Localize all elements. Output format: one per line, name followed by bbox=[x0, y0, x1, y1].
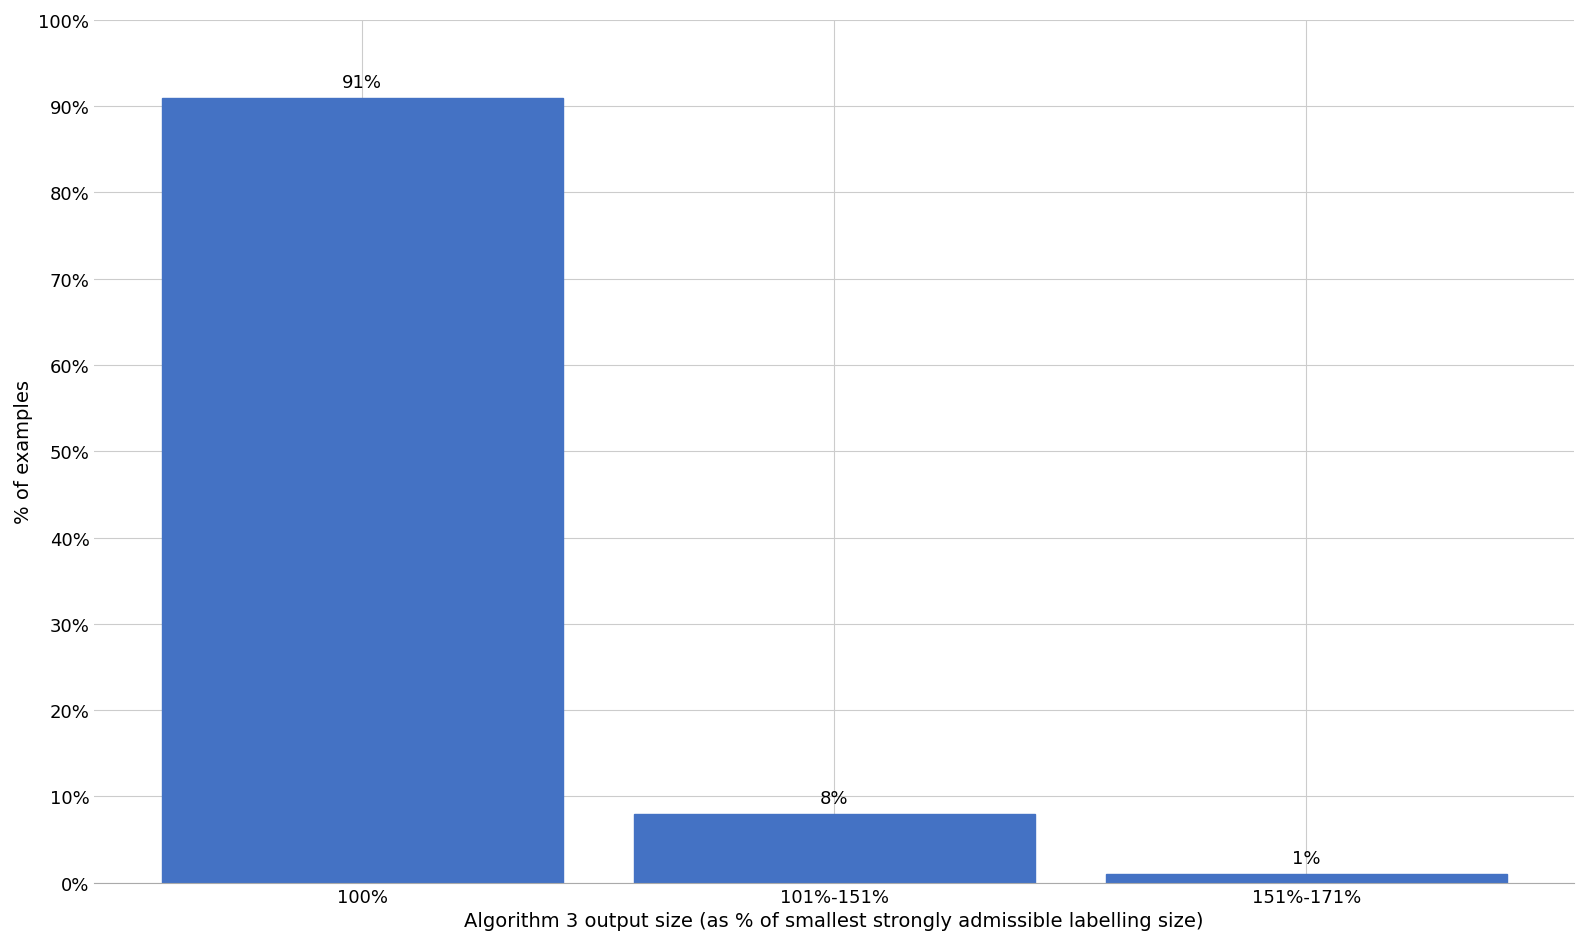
Text: 1%: 1% bbox=[1293, 850, 1321, 868]
Bar bbox=[634, 814, 1035, 883]
Bar bbox=[1105, 874, 1507, 883]
Bar bbox=[162, 98, 562, 883]
X-axis label: Algorithm 3 output size (as % of smallest strongly admissible labelling size): Algorithm 3 output size (as % of smalles… bbox=[464, 911, 1204, 930]
Text: 91%: 91% bbox=[341, 74, 383, 92]
Text: 8%: 8% bbox=[819, 789, 848, 807]
Y-axis label: % of examples: % of examples bbox=[14, 379, 33, 524]
